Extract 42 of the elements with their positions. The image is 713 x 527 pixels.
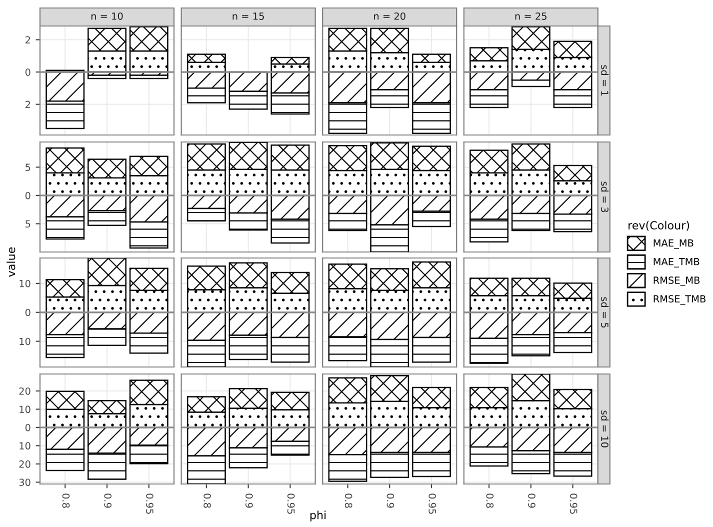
y2-axis-title: sd = 10 — [601, 410, 609, 448]
x-tick-label: 0.8 — [62, 494, 70, 508]
x-tick-label: 0.95 — [146, 494, 154, 514]
y-tick-label: 2 — [26, 36, 30, 44]
y2-axis-title: sd = 1 — [601, 65, 609, 96]
y-tick-label: 20 — [19, 460, 30, 468]
x-tick-label: 0.9 — [104, 494, 112, 508]
chart-title: n = 20 — [374, 12, 406, 20]
x-tick-label: 0.8 — [344, 494, 352, 508]
legend-label: MAE_MB — [654, 239, 694, 249]
y-tick-label: 10 — [20, 338, 30, 346]
x-axis-title: phi — [310, 510, 326, 522]
y-tick-label: 10 — [20, 406, 30, 414]
y-tick-label: 10 — [20, 280, 30, 288]
legend-title: rev(Colour) — [628, 220, 690, 231]
x-tick-label: 0.9 — [245, 494, 253, 508]
y-tick-label: 0 — [25, 68, 30, 76]
chart-title: n = 10 — [91, 12, 123, 20]
legend-label: RMSE_TMB — [654, 295, 706, 305]
y-tick-label: 20 — [19, 387, 30, 395]
x-tick-label: 0.9 — [528, 494, 536, 508]
chart-title: n = 25 — [515, 12, 546, 20]
y-axis-title: value — [6, 247, 16, 277]
y-tick-label: 0 — [25, 424, 30, 432]
y-tick-label: 5 — [26, 164, 30, 171]
y-tick-label: 30 — [19, 478, 30, 486]
y-tick-label: 2 — [26, 100, 30, 108]
x-tick-label: 0.95 — [570, 494, 578, 514]
x-tick-label: 0.8 — [486, 494, 494, 508]
x-tick-label: 0.8 — [204, 494, 211, 508]
y-tick-label: 10 — [20, 442, 30, 450]
y-tick-label: 0 — [25, 192, 30, 200]
y-tick-label: 0 — [25, 308, 30, 316]
y-tick-label: 5 — [26, 220, 30, 228]
x-tick-label: 0.9 — [386, 494, 394, 508]
legend-label: MAE_TMB — [654, 258, 700, 268]
legend-label: RMSE_MB — [654, 276, 700, 286]
x-tick-label: 0.95 — [428, 494, 436, 514]
y2-axis-title: sd = 3 — [601, 182, 609, 212]
y2-axis-title: sd = 5 — [601, 297, 609, 328]
x-tick-label: 0.95 — [287, 494, 295, 514]
chart-title: n = 15 — [232, 12, 264, 20]
